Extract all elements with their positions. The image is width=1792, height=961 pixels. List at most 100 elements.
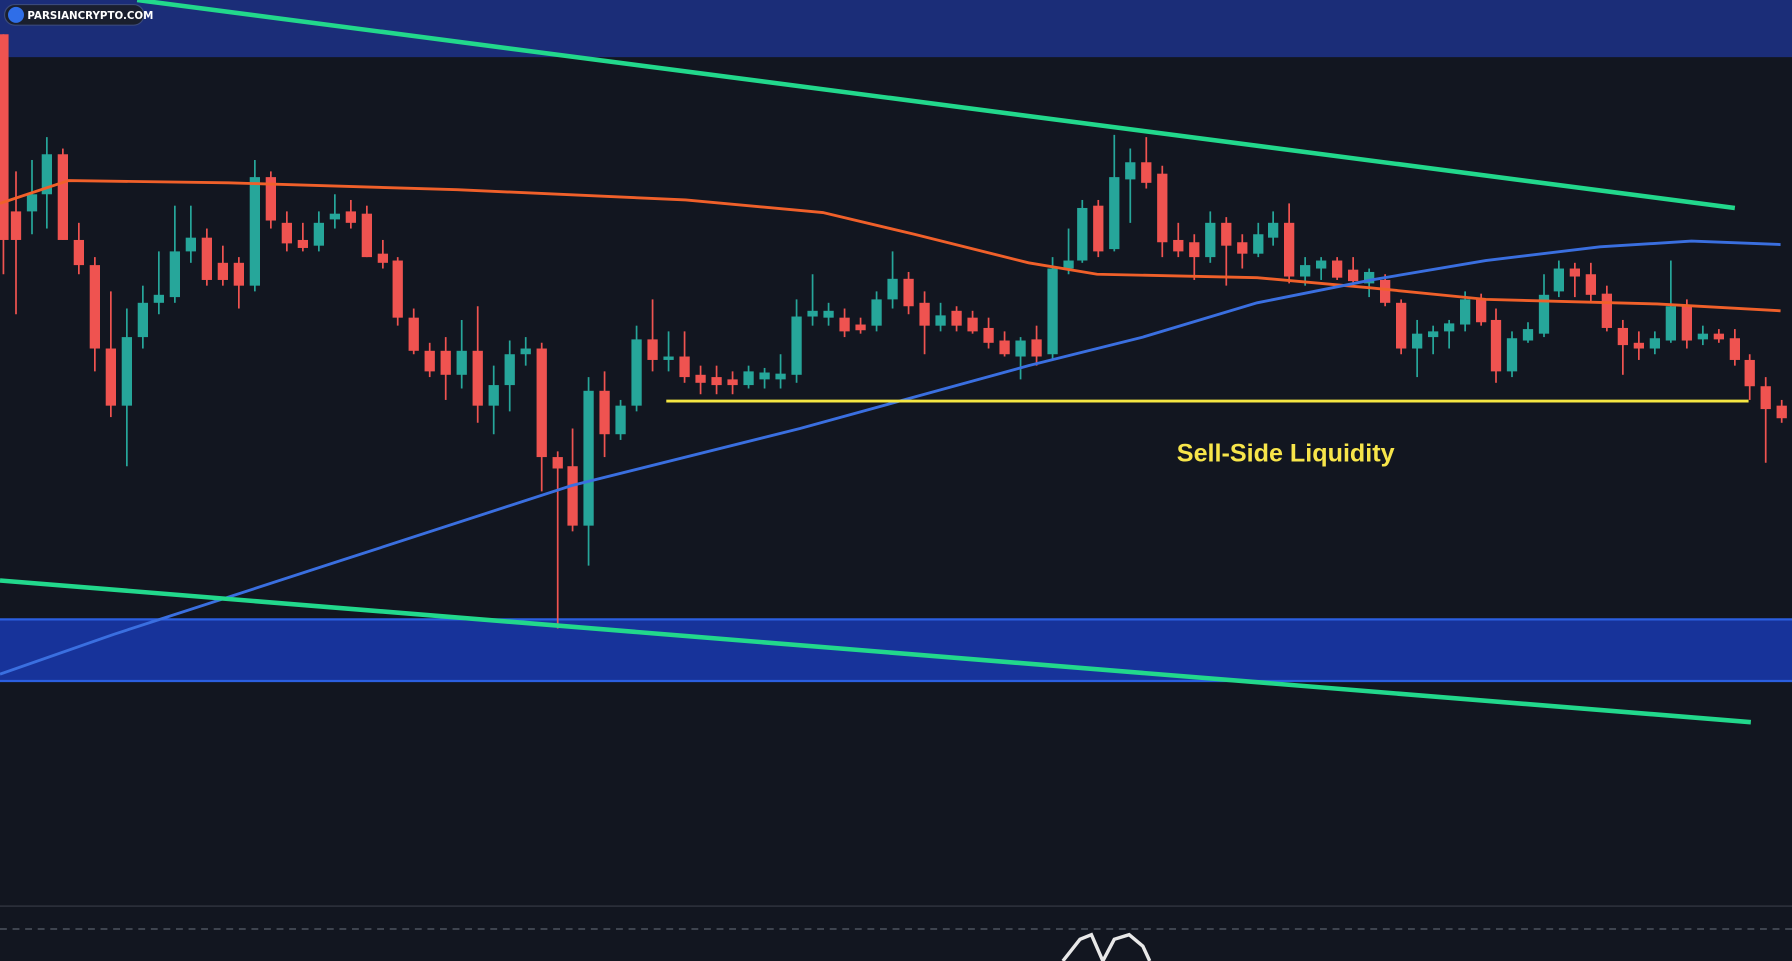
candle-body bbox=[1300, 265, 1311, 277]
candle-body bbox=[1031, 339, 1042, 357]
moving-average-blue bbox=[0, 239, 1781, 676]
channel-upper bbox=[136, 0, 1736, 211]
candle-body bbox=[1428, 331, 1439, 338]
candle-body bbox=[1284, 222, 1295, 277]
candle-body bbox=[823, 310, 834, 318]
annotation: Sell-Side Liquidity bbox=[1177, 440, 1395, 468]
candle-body bbox=[599, 390, 610, 435]
candle-body bbox=[1776, 405, 1787, 419]
candle-body bbox=[871, 299, 882, 326]
candle-body bbox=[0, 34, 9, 240]
candle-body bbox=[1649, 338, 1660, 349]
top-zone bbox=[0, 0, 1792, 58]
candle-body bbox=[1047, 268, 1058, 355]
candle-body bbox=[1316, 260, 1327, 269]
candle-body bbox=[536, 348, 547, 458]
candle-body bbox=[1681, 306, 1692, 341]
candle-body bbox=[424, 350, 435, 372]
candle-body bbox=[1444, 323, 1455, 332]
candle-body bbox=[297, 239, 308, 248]
watermark-logo bbox=[8, 6, 24, 23]
candle-body bbox=[807, 310, 818, 317]
candle-body bbox=[249, 177, 260, 286]
candle-body bbox=[663, 356, 674, 360]
candle-body bbox=[1332, 260, 1343, 278]
candle-body bbox=[392, 260, 403, 318]
candle-body bbox=[1364, 271, 1375, 284]
candle-body bbox=[1109, 177, 1120, 250]
candle-body bbox=[105, 348, 116, 406]
candle-body bbox=[265, 177, 276, 221]
candle-body bbox=[10, 211, 22, 240]
candle-body bbox=[1396, 302, 1407, 349]
candle-body bbox=[1506, 338, 1518, 372]
candle-body bbox=[1063, 260, 1074, 269]
candle-body bbox=[89, 265, 100, 349]
candle-body bbox=[839, 317, 850, 332]
candle-body bbox=[329, 213, 340, 220]
candle-body bbox=[26, 194, 38, 212]
candle-body bbox=[408, 317, 419, 351]
candle-body bbox=[967, 317, 978, 332]
candle-body bbox=[919, 302, 930, 326]
candle-body bbox=[759, 372, 770, 380]
candle-body bbox=[552, 457, 563, 469]
candle-body bbox=[1077, 207, 1088, 261]
candle-body bbox=[791, 316, 802, 375]
oscillator-line bbox=[1061, 932, 1152, 961]
candle-body bbox=[1665, 306, 1676, 341]
candle-body bbox=[201, 237, 212, 280]
candle-body bbox=[1633, 342, 1644, 349]
candle-body bbox=[567, 466, 578, 526]
candle-body bbox=[1412, 333, 1423, 349]
candle-body bbox=[903, 278, 914, 307]
watermark-badge bbox=[4, 3, 145, 26]
candle-body bbox=[1729, 338, 1740, 360]
candle-body bbox=[951, 310, 962, 326]
candle-body bbox=[1460, 299, 1471, 325]
candle-body bbox=[711, 377, 722, 386]
candle-body bbox=[1476, 299, 1487, 323]
candle-body bbox=[377, 253, 388, 263]
candle-body bbox=[488, 385, 499, 406]
candle-body bbox=[935, 315, 946, 326]
candle-body bbox=[1348, 269, 1359, 282]
candle-body bbox=[583, 390, 594, 526]
candle-body bbox=[1601, 293, 1612, 328]
candle-body bbox=[233, 262, 244, 286]
candle-body bbox=[1538, 294, 1550, 334]
candle-body bbox=[1237, 242, 1248, 254]
candle-body bbox=[153, 294, 164, 303]
candle-body bbox=[456, 350, 467, 375]
candle-body bbox=[1221, 222, 1232, 246]
candle-body bbox=[631, 339, 642, 406]
candle-body bbox=[1569, 268, 1580, 277]
candle-body bbox=[775, 373, 786, 380]
candle-body bbox=[1141, 162, 1152, 183]
candle-body bbox=[1744, 359, 1755, 387]
candle-body bbox=[217, 262, 228, 280]
channel-lower bbox=[0, 578, 1752, 725]
candle-body bbox=[281, 222, 292, 244]
candle-body bbox=[1553, 268, 1564, 292]
candle-body bbox=[1380, 279, 1391, 303]
candle-body bbox=[345, 211, 356, 223]
candle-body bbox=[504, 354, 515, 386]
candle-body bbox=[1189, 242, 1200, 258]
candle-body bbox=[1125, 162, 1136, 180]
candle-body bbox=[1093, 205, 1104, 252]
candle-body bbox=[695, 374, 706, 383]
candle-body bbox=[57, 154, 68, 240]
candle-body bbox=[647, 339, 658, 360]
candle-body bbox=[727, 379, 738, 386]
candle-body bbox=[1760, 386, 1771, 410]
candle-body bbox=[983, 327, 994, 343]
candle-body bbox=[615, 405, 626, 435]
candle-body bbox=[121, 337, 132, 406]
candle-body bbox=[1173, 239, 1184, 252]
candle-body bbox=[1205, 222, 1216, 258]
watermark: PARSIANCRYPTO.COM bbox=[27, 10, 153, 22]
